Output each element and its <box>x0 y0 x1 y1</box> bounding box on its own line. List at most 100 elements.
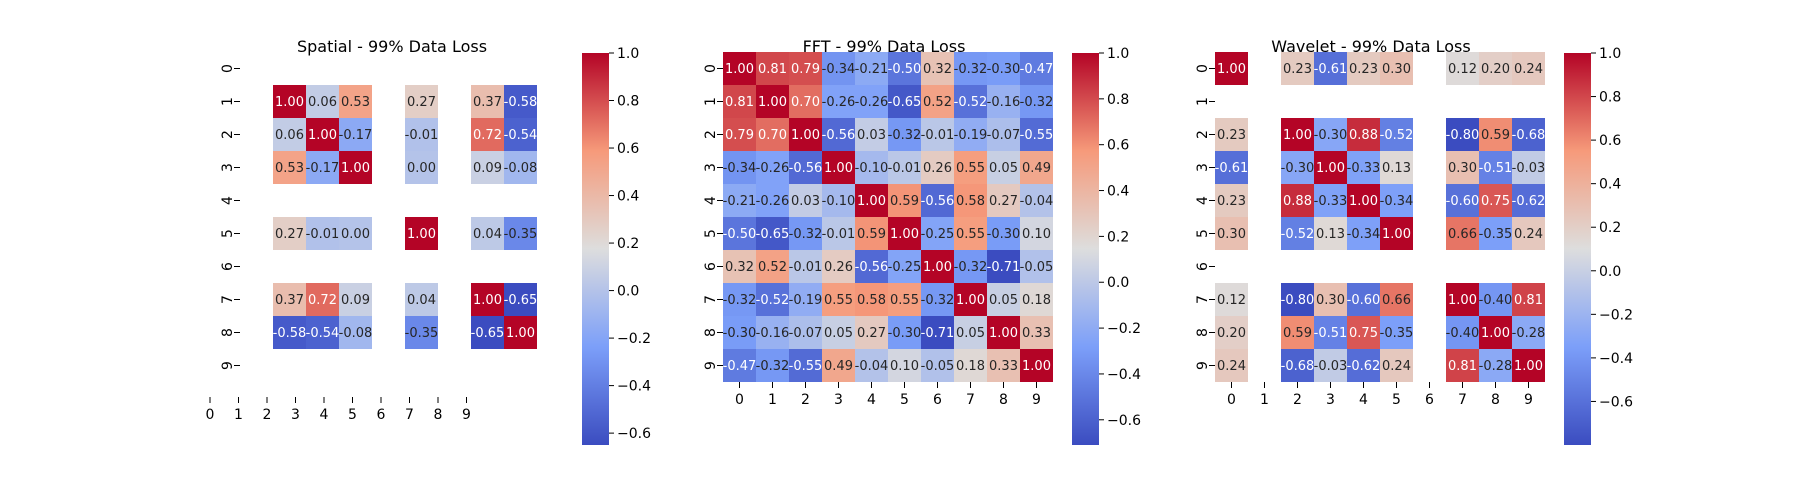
y-tick-label: 3 <box>220 163 236 172</box>
cell-value-label: 0.72 <box>308 293 337 308</box>
heatmap-cell <box>306 217 339 250</box>
heatmap-cell <box>1215 316 1248 349</box>
colorbar-tick-label: 0.0 <box>1107 275 1129 291</box>
heatmap-cell <box>723 217 756 250</box>
heatmap-cell <box>921 184 954 217</box>
heatmap-cell <box>306 316 339 349</box>
colorbar-tick-label: −0.4 <box>1107 367 1141 383</box>
cell-value-label: 1.00 <box>824 161 853 176</box>
heatmap-cell <box>1380 349 1413 382</box>
heatmap-cell <box>504 316 537 349</box>
cell-value-label: -0.32 <box>1020 95 1054 110</box>
cell-value-label: -0.34 <box>723 161 757 176</box>
heatmap-cell <box>1215 349 1248 382</box>
heatmap-cell <box>306 118 339 151</box>
heatmap-cell <box>306 283 339 316</box>
colorbar-tick-label: 0.6 <box>1599 133 1621 149</box>
cell-value-label: 0.59 <box>890 194 919 209</box>
heatmap-cell <box>1020 52 1053 85</box>
heatmap-cell <box>1215 118 1248 151</box>
cell-value-label: 1.00 <box>758 95 787 110</box>
cell-value-label: 0.59 <box>1481 128 1510 143</box>
cell-value-label: -0.01 <box>405 128 439 143</box>
heatmap-cell <box>789 217 822 250</box>
heatmap-cell <box>504 85 537 118</box>
heatmap-cell <box>405 316 438 349</box>
heatmap-cell <box>855 151 888 184</box>
heatmap-cell <box>855 85 888 118</box>
cell-value-label: 0.06 <box>308 95 337 110</box>
x-tick-label: 4 <box>320 407 329 423</box>
heatmap-cell <box>1020 85 1053 118</box>
cell-value-label: 0.55 <box>824 293 853 308</box>
heatmap-cell <box>1380 184 1413 217</box>
colorbar-tick-label: 0.4 <box>617 189 639 205</box>
heatmap-cell <box>1281 52 1314 85</box>
heatmap-cell <box>1347 52 1380 85</box>
heatmap-cell <box>822 283 855 316</box>
cell-value-label: -0.03 <box>1512 161 1546 176</box>
cell-value-label: -0.21 <box>723 194 757 209</box>
cell-value-label: -0.25 <box>921 227 955 242</box>
cell-value-label: -0.35 <box>1380 326 1414 341</box>
heatmap-cell <box>504 283 537 316</box>
x-tick-label: 0 <box>1227 392 1236 408</box>
y-tick-label: 4 <box>703 196 719 205</box>
chart-title: Spatial - 99% Data Loss <box>297 37 487 56</box>
colorbar-tick-label: 0.8 <box>617 94 639 110</box>
cell-value-label: 0.32 <box>923 62 952 77</box>
heatmap-cell <box>1479 217 1512 250</box>
heatmap-cell <box>789 283 822 316</box>
cell-value-label: -0.01 <box>789 260 823 275</box>
heatmap-cell <box>756 250 789 283</box>
heatmap-cell <box>1446 349 1479 382</box>
heatmap-cell <box>306 85 339 118</box>
heatmap-cell <box>888 316 921 349</box>
cell-value-label: 0.79 <box>725 128 754 143</box>
heatmap-cell <box>723 250 756 283</box>
cell-value-label: -0.52 <box>756 293 790 308</box>
heatmap-cell <box>921 283 954 316</box>
heatmap-cell <box>756 217 789 250</box>
cell-value-label: -0.33 <box>1347 161 1381 176</box>
y-tick-label: 1 <box>703 97 719 106</box>
heatmap-cell <box>306 151 339 184</box>
heatmap-cell <box>339 283 372 316</box>
heatmap-cell <box>954 316 987 349</box>
heatmap-cell <box>1380 283 1413 316</box>
heatmap-cell <box>471 316 504 349</box>
heatmap-cell <box>1281 217 1314 250</box>
x-tick-label: 2 <box>1293 392 1302 408</box>
cell-value-label: 0.27 <box>857 326 886 341</box>
heatmap-cell <box>1020 118 1053 151</box>
cell-value-label: -0.65 <box>471 326 505 341</box>
y-tick-label: 8 <box>220 328 236 337</box>
heatmap-cell <box>1380 316 1413 349</box>
heatmap-cell <box>921 85 954 118</box>
heatmap-cell <box>954 151 987 184</box>
cell-value-label: -0.04 <box>1020 194 1054 209</box>
x-tick-label: 1 <box>1260 392 1269 408</box>
heatmap-panel-fft: FFT - 99% Data Loss 1.00 0.81 0.79 -0.34 -0.… <box>703 37 1141 445</box>
heatmap-cell <box>723 349 756 382</box>
cell-value-label: -0.51 <box>1479 161 1513 176</box>
colorbar-tick-label: 0.2 <box>1599 220 1621 236</box>
cell-value-label: -0.04 <box>855 359 889 374</box>
heatmap-cell <box>1020 250 1053 283</box>
heatmap-cell <box>822 250 855 283</box>
heatmap-cell <box>471 118 504 151</box>
x-tick-label: 2 <box>263 407 272 423</box>
heatmap-cell <box>789 316 822 349</box>
cell-value-label: -0.34 <box>1380 194 1414 209</box>
heatmap-cell <box>723 85 756 118</box>
cell-value-label: -0.35 <box>504 227 538 242</box>
cell-value-label: 1.00 <box>725 62 754 77</box>
cell-value-label: 1.00 <box>956 293 985 308</box>
cell-value-label: 0.72 <box>473 128 502 143</box>
cell-value-label: 0.05 <box>989 161 1018 176</box>
heatmap-cell <box>1512 217 1545 250</box>
heatmap-cell <box>789 250 822 283</box>
cell-value-label: -0.03 <box>1314 359 1348 374</box>
heatmap-cell <box>888 349 921 382</box>
